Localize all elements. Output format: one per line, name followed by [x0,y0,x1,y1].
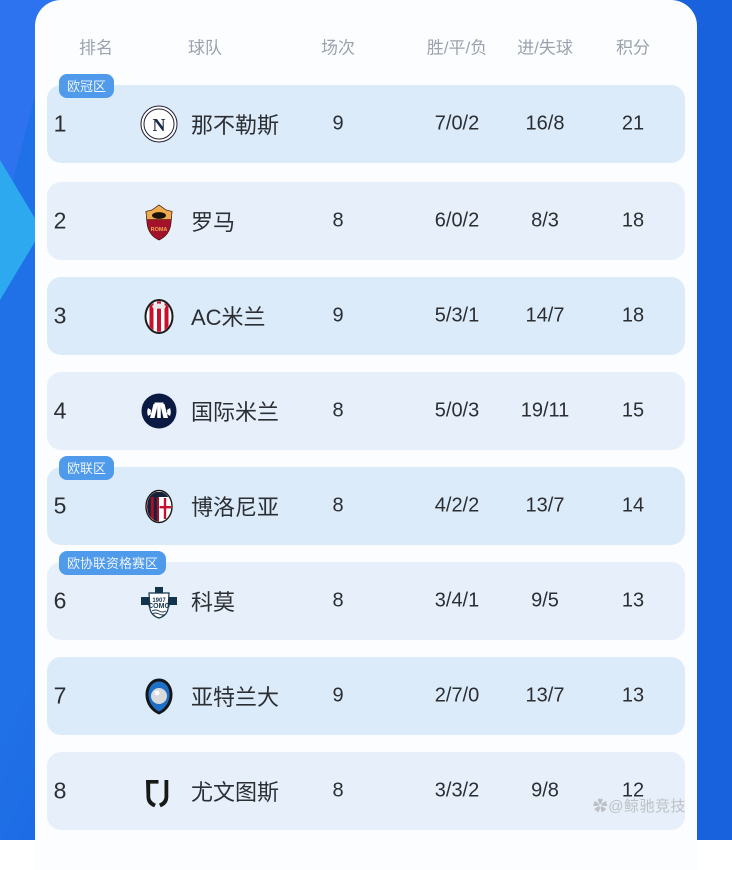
svg-text:ROMA: ROMA [151,227,168,233]
svg-text:COMO: COMO [148,603,170,610]
svg-text:N: N [153,115,166,135]
